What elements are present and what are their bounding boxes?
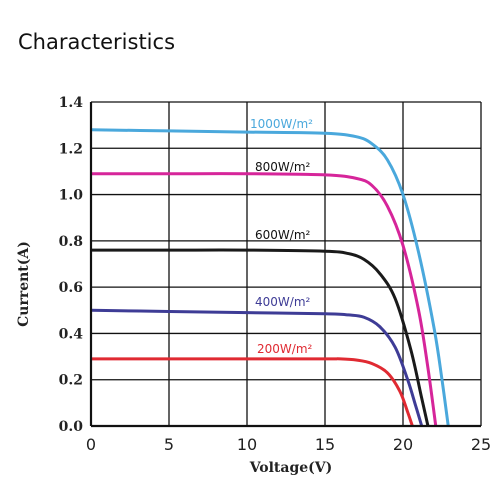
series-label-3: 600W/m² bbox=[255, 228, 311, 242]
series-label-1: 1000W/m² bbox=[250, 117, 313, 131]
y-tick-labels: 0.0 0.2 0.4 0.6 0.8 1.0 1.2 1.4 bbox=[59, 95, 84, 435]
series-label-5: 200W/m² bbox=[257, 342, 313, 356]
y-tick-label: 1.0 bbox=[59, 188, 84, 204]
x-tick-label: 10 bbox=[237, 435, 257, 454]
series-label-2: 800W/m² bbox=[255, 160, 311, 174]
x-axis-label: Voltage(V) bbox=[249, 460, 333, 476]
x-tick-label: 15 bbox=[315, 435, 335, 454]
series-line-4 bbox=[90, 308, 424, 427]
y-tick-label: 0.0 bbox=[59, 419, 84, 435]
y-tick-label: 0.4 bbox=[59, 326, 84, 342]
series-line-2 bbox=[90, 172, 438, 427]
x-tick-label: 0 bbox=[86, 435, 96, 454]
y-tick-label: 0.8 bbox=[59, 234, 83, 250]
y-tick-label: 0.2 bbox=[59, 373, 83, 389]
x-tick-labels: 0 5 10 15 20 25 bbox=[86, 435, 491, 454]
y-axis-label: Current(A) bbox=[16, 241, 32, 327]
series-line-5 bbox=[90, 357, 414, 427]
y-tick-label: 1.4 bbox=[59, 95, 84, 111]
series-line-1 bbox=[90, 128, 450, 427]
plot-frame bbox=[89, 102, 481, 428]
y-tick-label: 0.6 bbox=[59, 280, 83, 296]
y-tick-label: 1.2 bbox=[59, 141, 83, 157]
series-label-4: 400W/m² bbox=[255, 295, 311, 309]
page-heading: Characteristics bbox=[18, 30, 176, 54]
x-tick-label: 20 bbox=[393, 435, 413, 454]
x-tick-label: 25 bbox=[471, 435, 491, 454]
series-lines bbox=[90, 128, 450, 427]
series-line-3 bbox=[91, 248, 430, 427]
x-tick-label: 5 bbox=[164, 435, 174, 454]
series-labels: 1000W/m² 800W/m² 600W/m² 400W/m² 200W/m² bbox=[250, 117, 313, 356]
